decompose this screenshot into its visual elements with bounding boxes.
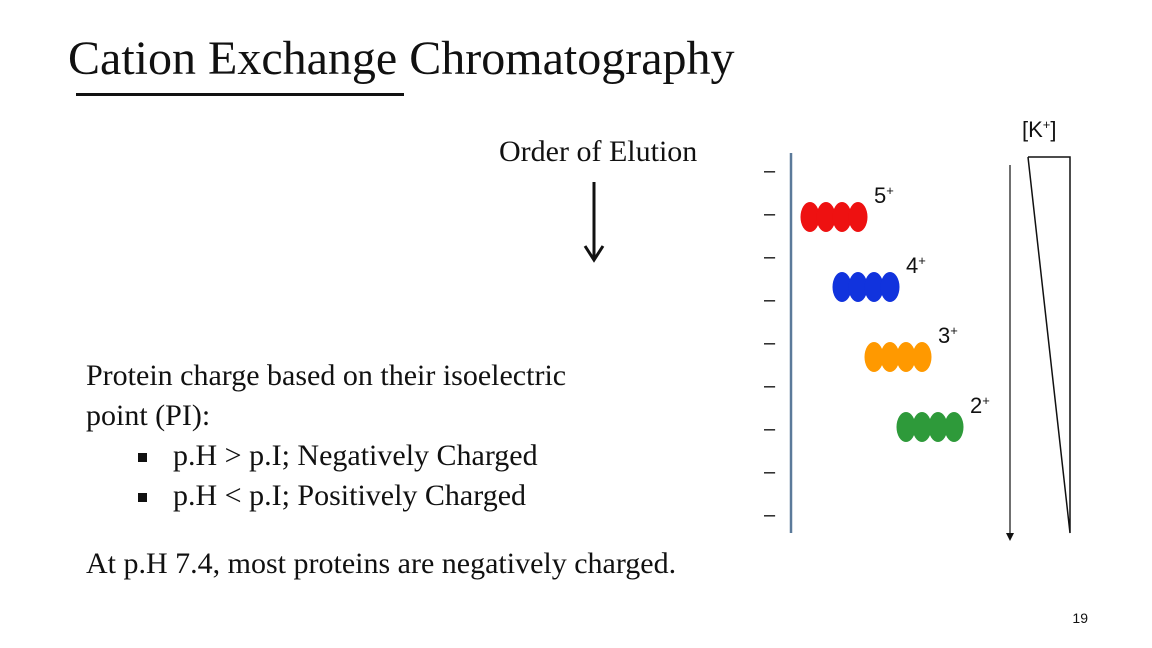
protein-bead [880, 272, 900, 302]
protein-bead [800, 202, 820, 232]
charge-bullet-list: p.H > p.I; Negatively Charged p.H < p.I;… [86, 436, 566, 516]
charge-explanation: Protein charge based on their isoelectri… [86, 356, 566, 516]
bullet-item: p.H < p.I; Positively Charged [138, 476, 566, 516]
negative-charge-symbol: – [764, 418, 776, 440]
body-line-2: point (PI): [86, 399, 211, 432]
square-bullet-icon [138, 492, 147, 502]
protein-charge-label: 3+ [938, 323, 958, 348]
title-underline [76, 93, 404, 96]
gradient-label: [K+] [1022, 117, 1057, 142]
protein-group-4-plus: 4+ [832, 253, 926, 302]
protein-charge-label: 2+ [970, 393, 990, 418]
protein-bead [880, 342, 900, 372]
diagram-svg: – – – – – – – – – 5+ 4+ 3+ 2+ [K+] [764, 117, 1071, 541]
square-bullet-icon [138, 452, 147, 462]
protein-bead [912, 342, 932, 372]
negative-charge-symbol: – [764, 160, 776, 182]
negative-charge-symbol: – [764, 461, 776, 483]
protein-charge-label: 4+ [906, 253, 926, 278]
protein-group-3-plus: 3+ [864, 323, 958, 372]
protein-groups: 5+ 4+ 3+ 2+ [800, 183, 990, 442]
protein-bead [848, 202, 868, 232]
protein-bead [912, 412, 932, 442]
slide-title: Cation Exchange Chromatography [68, 32, 735, 85]
negative-charge-symbol: – [764, 504, 776, 526]
protein-group-2-plus: 2+ [896, 393, 990, 442]
down-arrow-icon [583, 182, 605, 263]
salt-gradient-wedge [1027, 156, 1071, 534]
protein-bead [864, 272, 884, 302]
negative-charge-symbol: – [764, 375, 776, 397]
negative-charge-symbol: – [764, 246, 776, 268]
protein-bead [816, 202, 836, 232]
protein-group-5-plus: 5+ [800, 183, 894, 232]
protein-bead [896, 342, 916, 372]
footer-note: At p.H 7.4, most proteins are negatively… [86, 547, 677, 580]
protein-bead [928, 412, 948, 442]
protein-bead [832, 272, 852, 302]
gradient-arrow-head [1006, 533, 1014, 541]
protein-bead [832, 202, 852, 232]
protein-charge-label: 5+ [874, 183, 894, 208]
protein-bead [848, 272, 868, 302]
cation-exchange-diagram: – – – – – – – – – 5+ 4+ 3+ 2+ [K+] [740, 105, 1080, 550]
protein-bead [864, 342, 884, 372]
body-line-1: Protein charge based on their isoelectri… [86, 359, 567, 392]
negative-charge-symbol: – [764, 289, 776, 311]
negative-charge-symbol: – [764, 332, 776, 354]
elution-order-label: Order of Elution [499, 135, 698, 168]
protein-bead [896, 412, 916, 442]
negative-charge-symbol: – [764, 203, 776, 225]
bullet-item: p.H > p.I; Negatively Charged [138, 436, 566, 476]
protein-bead [944, 412, 964, 442]
column-charges: – – – – – – – – – [764, 160, 776, 526]
page-number: 19 [1072, 610, 1088, 626]
